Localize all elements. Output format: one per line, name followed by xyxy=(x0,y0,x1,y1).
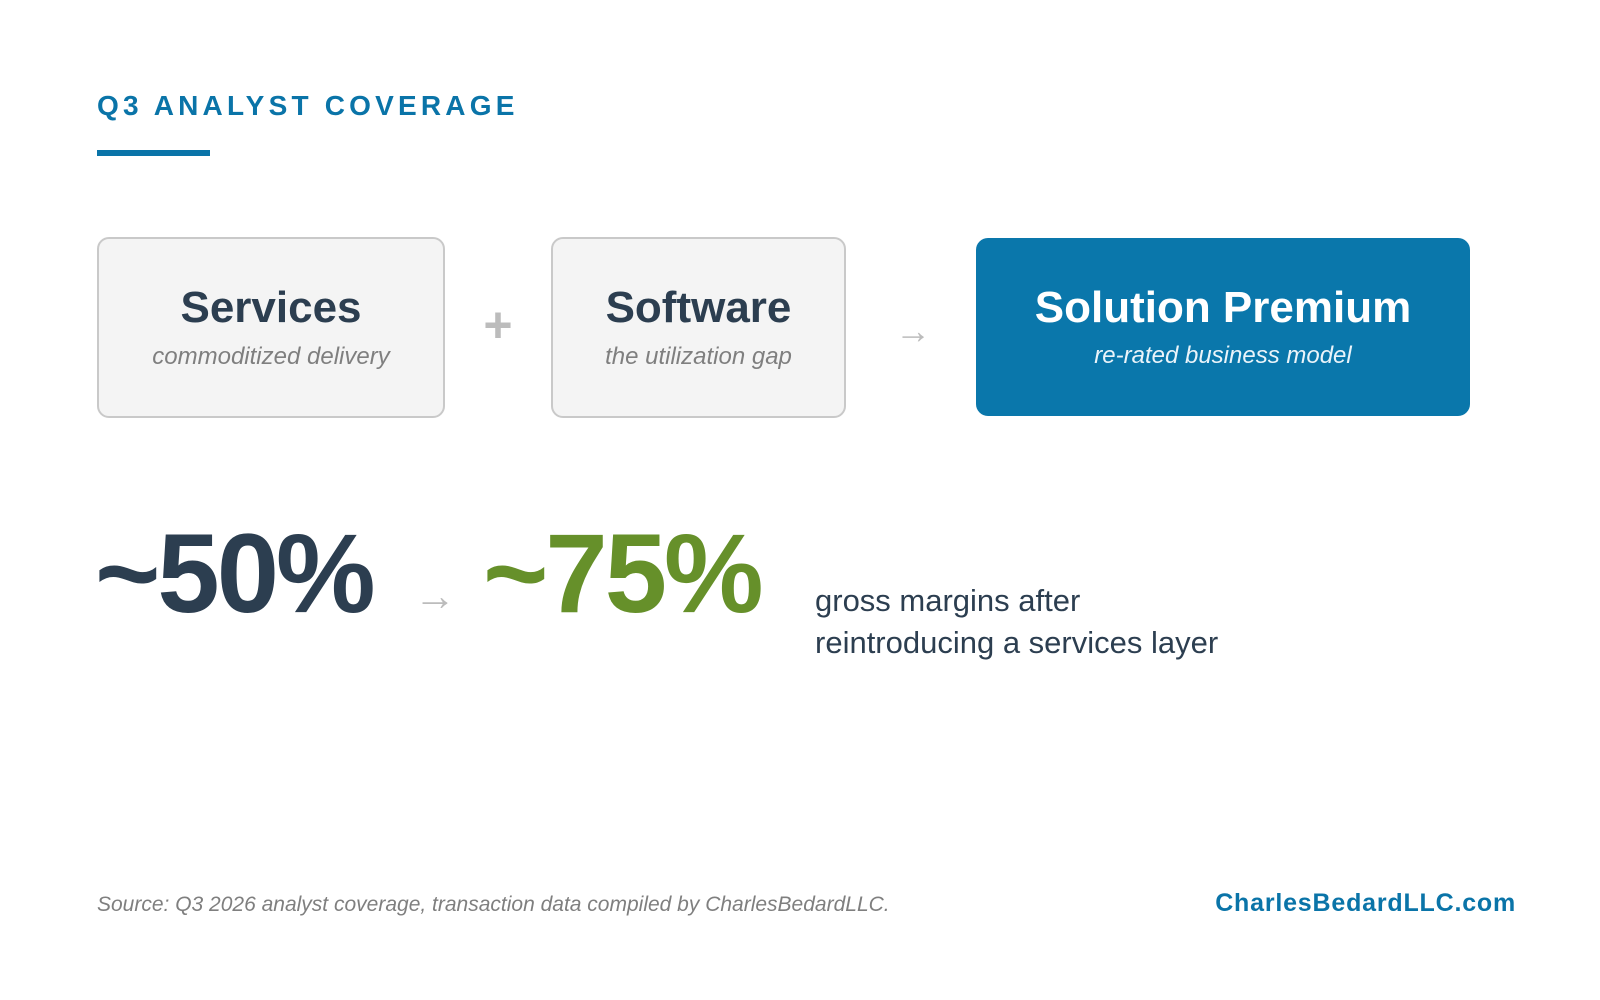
software-title: Software xyxy=(605,283,792,333)
software-block: Software the utilization gap xyxy=(551,237,846,418)
solution-premium-title: Solution Premium xyxy=(1034,282,1412,332)
services-title: Services xyxy=(180,283,362,333)
software-subtitle: the utilization gap xyxy=(605,342,792,370)
margin-after-value: ~75% xyxy=(483,511,764,636)
eyebrow-underline xyxy=(97,150,210,156)
services-block: Services commoditized delivery xyxy=(97,237,445,418)
solution-premium-block: Solution Premium re-rated business model xyxy=(976,238,1470,416)
solution-premium-subtitle: re-rated business model xyxy=(1094,342,1352,370)
source-note: Source: Q3 2026 analyst coverage, transa… xyxy=(97,893,890,916)
arrow-right-icon: → xyxy=(895,310,931,351)
margin-caption-line-1: gross margins after xyxy=(815,583,1081,618)
section-eyebrow: Q3 ANALYST COVERAGE xyxy=(97,90,519,121)
arrow-right-icon: → xyxy=(414,572,456,619)
margin-before-value: ~50% xyxy=(95,511,376,636)
margin-caption: gross margins after reintroducing a serv… xyxy=(815,580,1218,664)
margin-caption-line-2: reintroducing a services layer xyxy=(815,625,1219,660)
brand-link[interactable]: CharlesBedardLLC.com xyxy=(1215,889,1516,917)
services-subtitle: commoditized delivery xyxy=(152,342,390,370)
plus-icon: + xyxy=(483,297,513,353)
